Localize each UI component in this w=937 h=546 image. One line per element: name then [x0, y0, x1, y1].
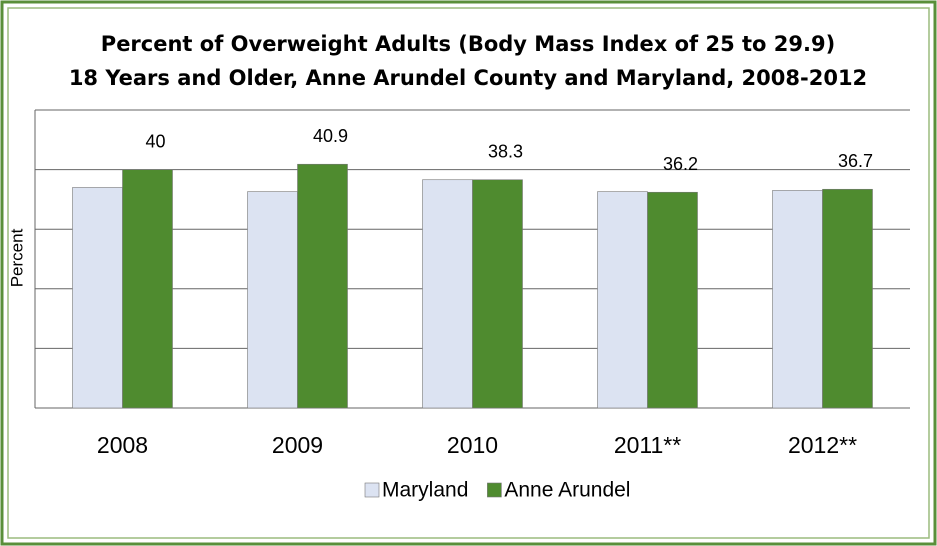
- bar: [647, 191, 698, 409]
- chart-subtitle: 18 Years and Older, Anne Arundel County …: [69, 66, 867, 90]
- chart-title: Percent of Overweight Adults (Body Mass …: [101, 32, 835, 56]
- bar: [72, 187, 123, 409]
- x-tick-label: 2011**: [614, 432, 681, 458]
- value-label: 40.9: [313, 126, 348, 146]
- inner-frame: [7, 7, 930, 539]
- bar: [247, 191, 298, 409]
- value-label: 36.2: [663, 154, 698, 174]
- bar: [422, 179, 473, 409]
- bar: [297, 163, 348, 409]
- value-label: 40: [145, 131, 165, 151]
- value-label: 38.3: [488, 141, 523, 161]
- bar: [597, 191, 648, 409]
- legend-label: Maryland: [382, 479, 468, 502]
- bar: [122, 169, 173, 409]
- legend-marker: [487, 482, 502, 498]
- y-axis-label: Percent: [7, 228, 26, 287]
- x-tick-label: 2010: [447, 432, 498, 458]
- bar: [772, 190, 823, 409]
- x-tick-label: 2008: [97, 432, 148, 458]
- value-label: 36.7: [838, 151, 873, 171]
- x-tick-label: 2012**: [788, 432, 857, 458]
- x-tick-label: 2009: [272, 432, 323, 458]
- legend-label: Anne Arundel: [504, 479, 630, 502]
- bar: [822, 188, 873, 409]
- bar: [472, 179, 523, 409]
- legend-marker: [364, 482, 380, 498]
